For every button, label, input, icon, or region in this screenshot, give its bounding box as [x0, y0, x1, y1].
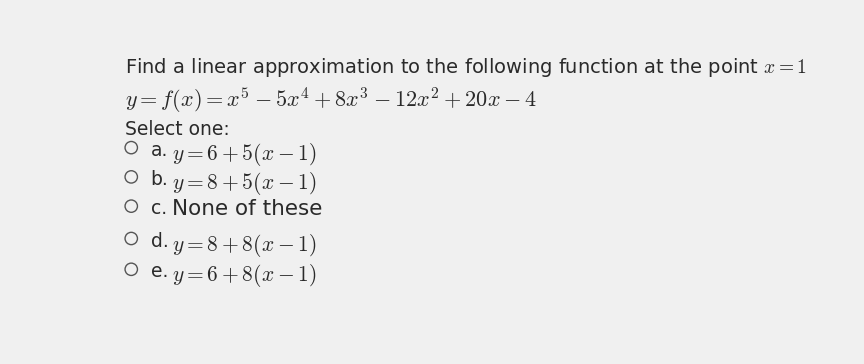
Text: a.: a. [150, 141, 168, 160]
Text: $y = 6 + 8(x - 1)$: $y = 6 + 8(x - 1)$ [172, 262, 316, 289]
Text: $y = 6 + 5(x - 1)$: $y = 6 + 5(x - 1)$ [172, 141, 316, 168]
Text: e.: e. [150, 262, 168, 281]
Text: $y = f(x) = x^5 - 5x^4 + 8x^3 - 12x^2 + 20x - 4$: $y = f(x) = x^5 - 5x^4 + 8x^3 - 12x^2 + … [125, 85, 537, 115]
Text: Select one:: Select one: [125, 120, 230, 139]
Text: None of these: None of these [172, 199, 322, 219]
Text: $y = 8 + 5(x - 1)$: $y = 8 + 5(x - 1)$ [172, 170, 316, 197]
Text: Find a linear approximation to the following function at the point $x = 1$: Find a linear approximation to the follo… [125, 56, 807, 79]
Text: $y = 8 + 8(x - 1)$: $y = 8 + 8(x - 1)$ [172, 232, 316, 258]
Text: c.: c. [150, 199, 167, 218]
Text: b.: b. [150, 170, 168, 189]
Text: d.: d. [150, 232, 168, 250]
